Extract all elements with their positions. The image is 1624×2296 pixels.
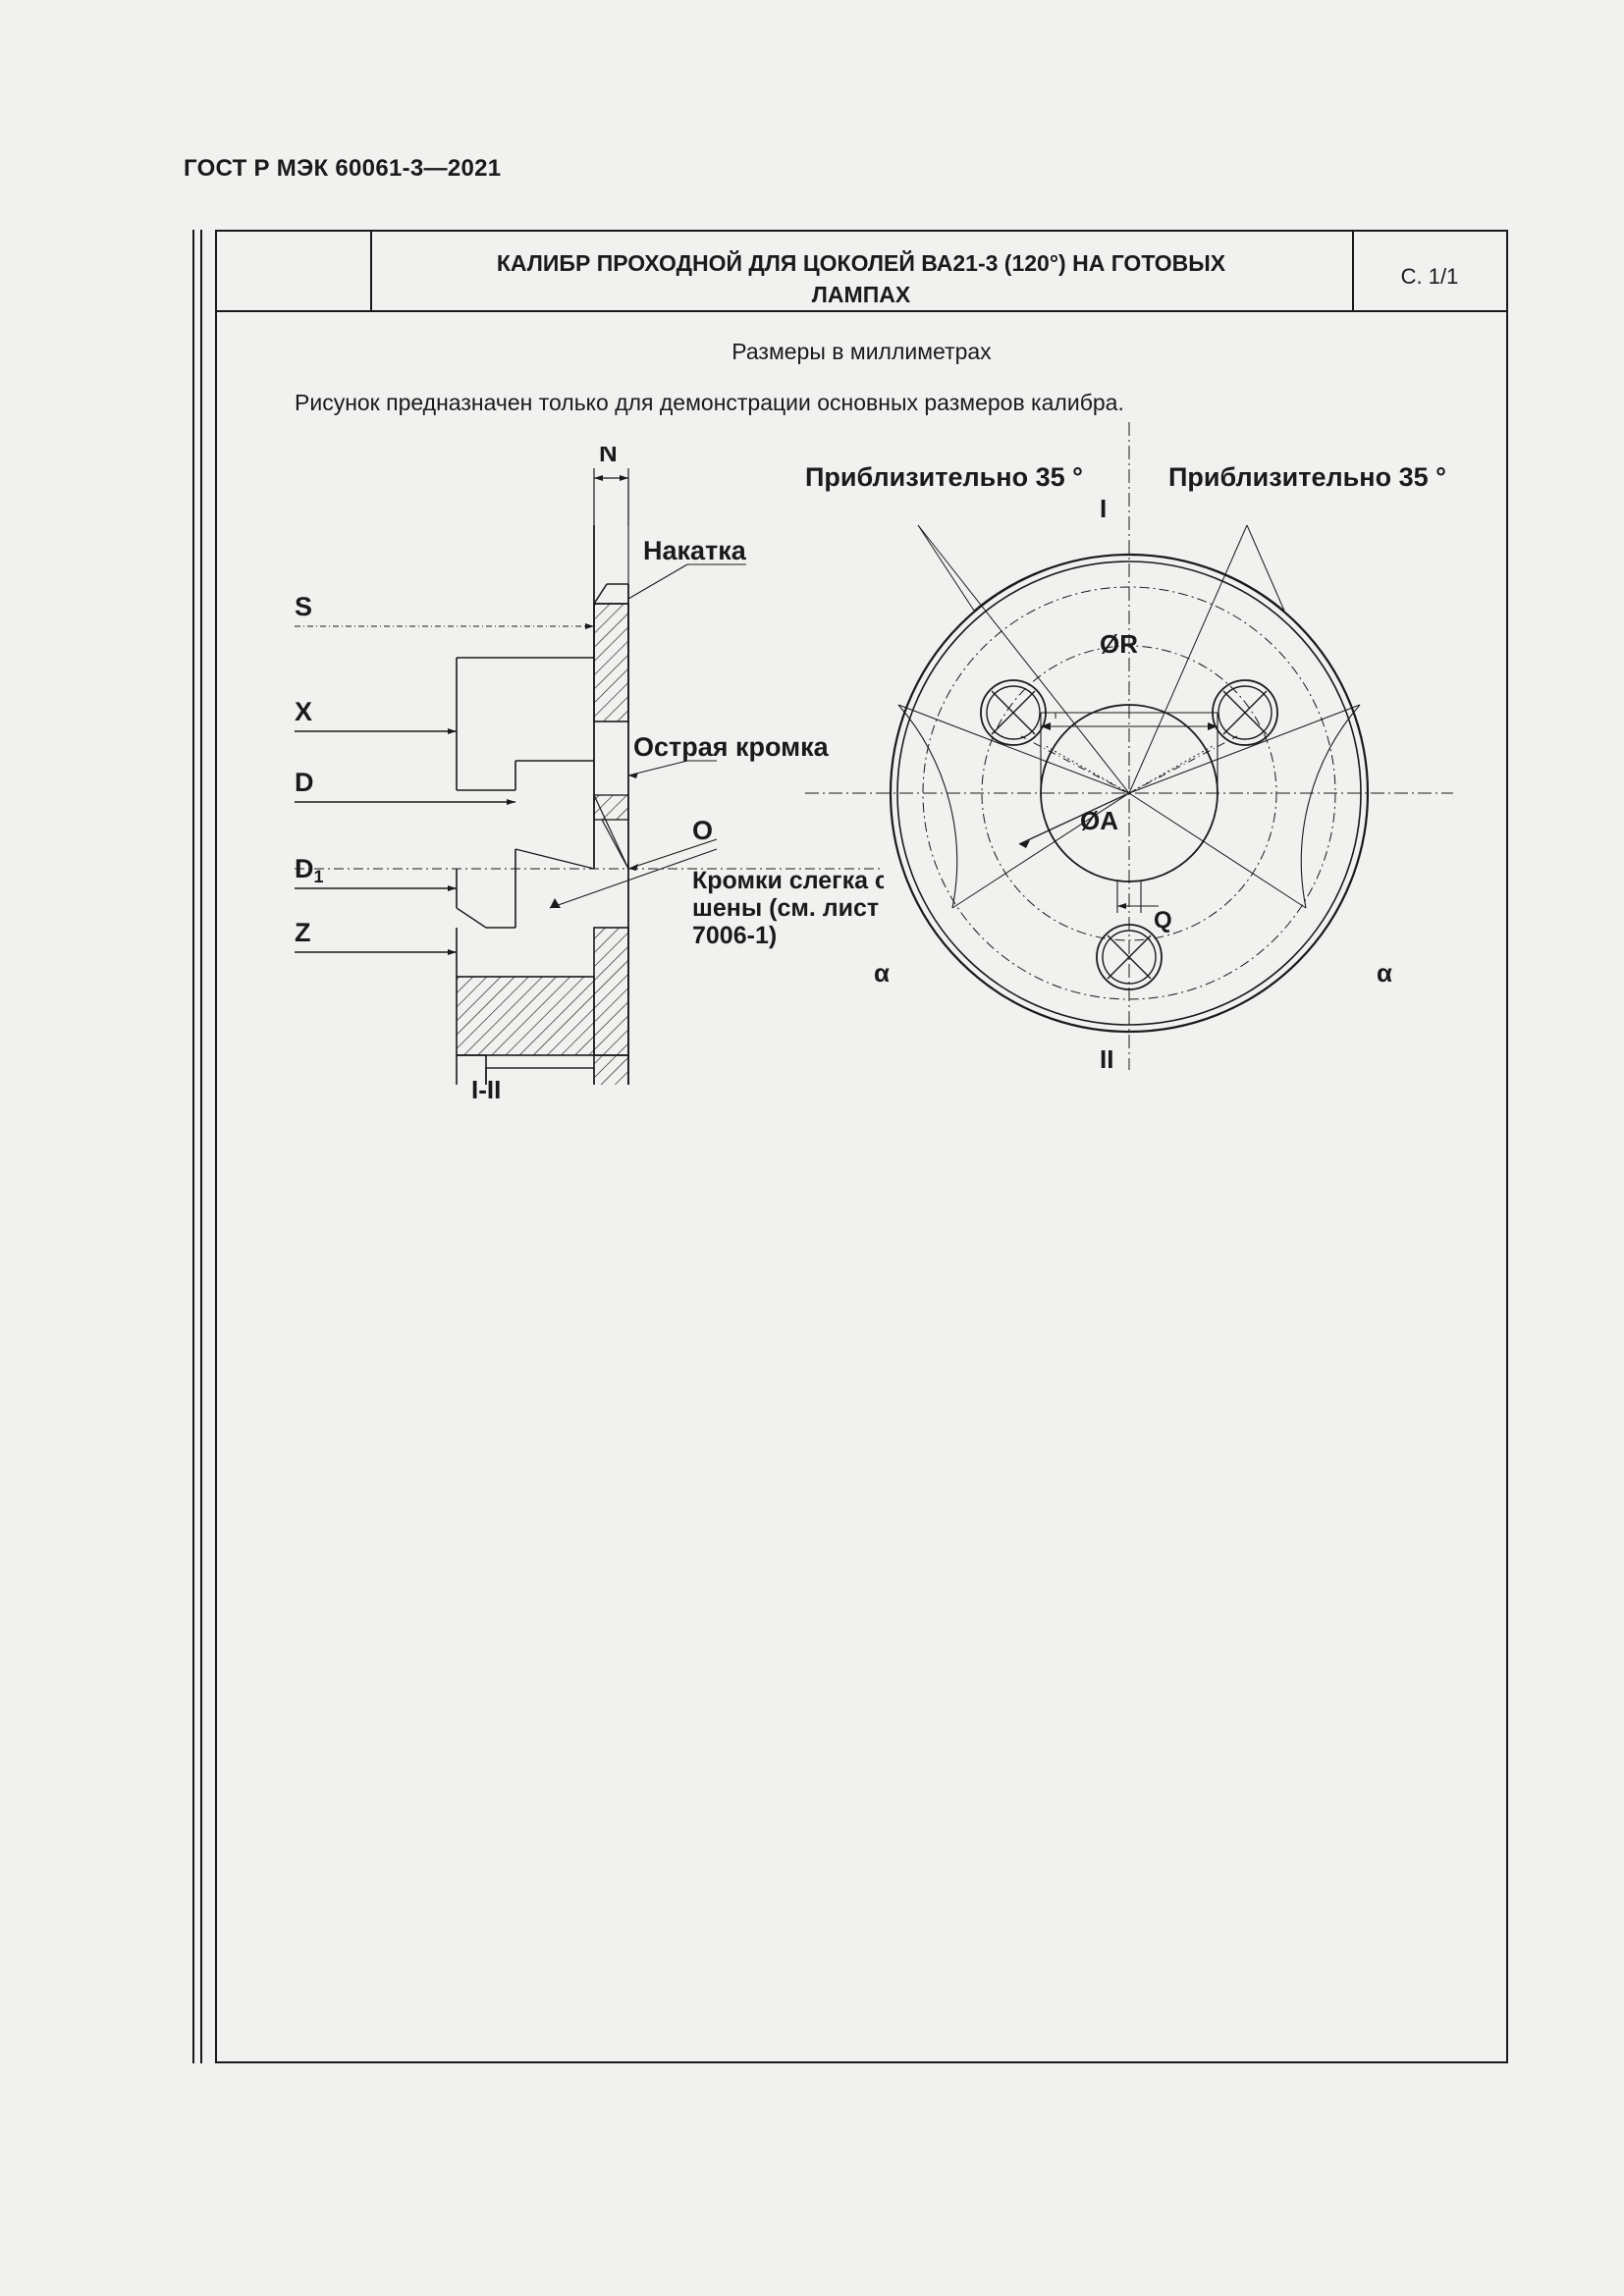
- svg-text:Острая кромка: Острая кромка: [633, 732, 830, 762]
- svg-text:Z: Z: [295, 918, 311, 947]
- svg-text:D1: D1: [295, 854, 324, 886]
- svg-text:I: I: [1100, 494, 1107, 523]
- svg-text:7006-1): 7006-1): [692, 922, 777, 949]
- svg-text:N: N: [599, 447, 618, 467]
- svg-text:II: II: [1100, 1044, 1113, 1070]
- svg-text:ØR: ØR: [1100, 629, 1138, 659]
- svg-text:X: X: [295, 697, 312, 726]
- svg-text:Q: Q: [1154, 907, 1172, 934]
- svg-text:Накатка: Накатка: [643, 536, 747, 565]
- svg-text:ØA: ØA: [1080, 806, 1118, 835]
- svg-text:O: O: [692, 816, 713, 845]
- svg-text:α: α: [1377, 958, 1392, 988]
- svg-text:D: D: [295, 768, 314, 797]
- svg-text:α: α: [874, 958, 890, 988]
- svg-text:S: S: [295, 592, 312, 621]
- svg-text:Приблизительно 35 °: Приблизительно 35 °: [805, 462, 1083, 492]
- svg-text:Приблизительно 35 °: Приблизительно 35 °: [1168, 462, 1446, 492]
